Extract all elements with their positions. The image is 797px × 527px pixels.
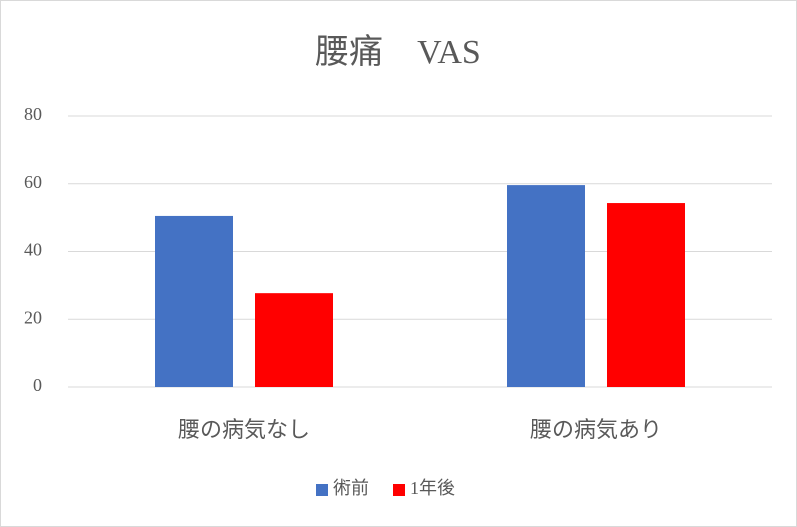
y-tick-label: 80 (24, 104, 42, 124)
x-tick-label: 腰の病気なし (178, 417, 310, 442)
y-tick-label: 60 (24, 172, 42, 192)
x-tick-label: 腰の病気あり (530, 417, 662, 442)
legend-swatch (393, 484, 405, 496)
legend-label: 1年後 (410, 478, 455, 498)
legend-swatch (316, 484, 328, 496)
y-tick-label: 40 (24, 240, 42, 260)
bar (255, 293, 333, 387)
bar (507, 185, 585, 387)
y-tick-label: 20 (24, 307, 42, 327)
chart-title: 腰痛 VAS (315, 33, 481, 71)
bar (607, 203, 685, 387)
bar (155, 215, 233, 387)
legend-label: 術前 (333, 478, 369, 498)
y-tick-label: 0 (33, 375, 42, 395)
